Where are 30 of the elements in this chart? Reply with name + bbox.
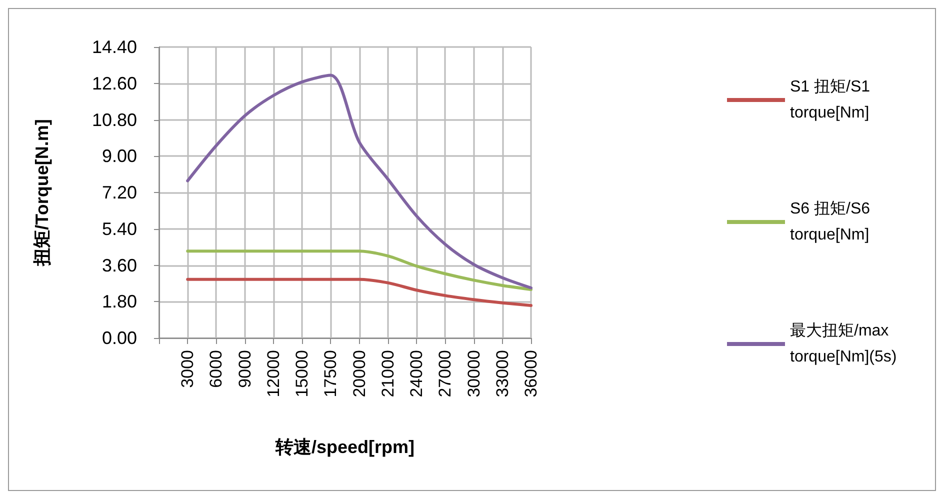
y-tick-label: 0.00	[102, 328, 137, 348]
x-tick-label: 12000	[264, 350, 283, 398]
legend-label: S6 扭矩/S6 torque[Nm]	[790, 200, 874, 244]
line-series	[186, 74, 532, 290]
x-axis-title: 转速/speed[rpm]	[274, 437, 415, 457]
y-tick-label: 12.60	[92, 73, 137, 94]
y-tick-label: 3.60	[102, 255, 137, 276]
x-tick-label: 30000	[464, 350, 484, 398]
y-tick-label: 9.00	[102, 146, 137, 166]
y-tick-label: 14.40	[92, 37, 137, 57]
x-tick-label: 27000	[436, 350, 455, 398]
legend-label: S1 扭矩/S1 torque[Nm]	[790, 78, 874, 122]
x-tick-label: 33000	[492, 350, 512, 398]
y-axis-title: 扭矩/Torque[N.m]	[32, 119, 52, 267]
y-tick-label: 7.20	[102, 182, 137, 202]
x-tick-label: 36000	[522, 350, 540, 398]
x-tick-label: 20000	[350, 350, 369, 398]
legend-label: 最大扭矩/max torque[Nm](5s)	[790, 322, 897, 366]
x-tick-label: 9000	[235, 350, 254, 388]
x-tick-label: 21000	[378, 350, 398, 398]
x-tick-label: 3000	[178, 350, 198, 388]
line-series	[186, 278, 532, 307]
x-tick-label: 6000	[206, 350, 226, 388]
x-tick-label: 15000	[292, 350, 312, 398]
x-tick-label: 24000	[407, 350, 426, 398]
y-tick-label: 1.80	[102, 292, 137, 312]
line-series	[186, 250, 532, 291]
x-tick-label: 17500	[321, 350, 340, 398]
y-tick-label: 5.40	[102, 218, 137, 239]
y-tick-label: 10.80	[92, 110, 137, 130]
